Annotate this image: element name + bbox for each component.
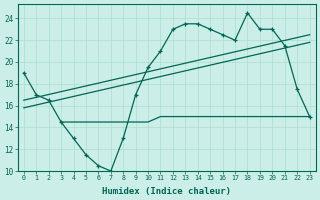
X-axis label: Humidex (Indice chaleur): Humidex (Indice chaleur) — [102, 187, 231, 196]
